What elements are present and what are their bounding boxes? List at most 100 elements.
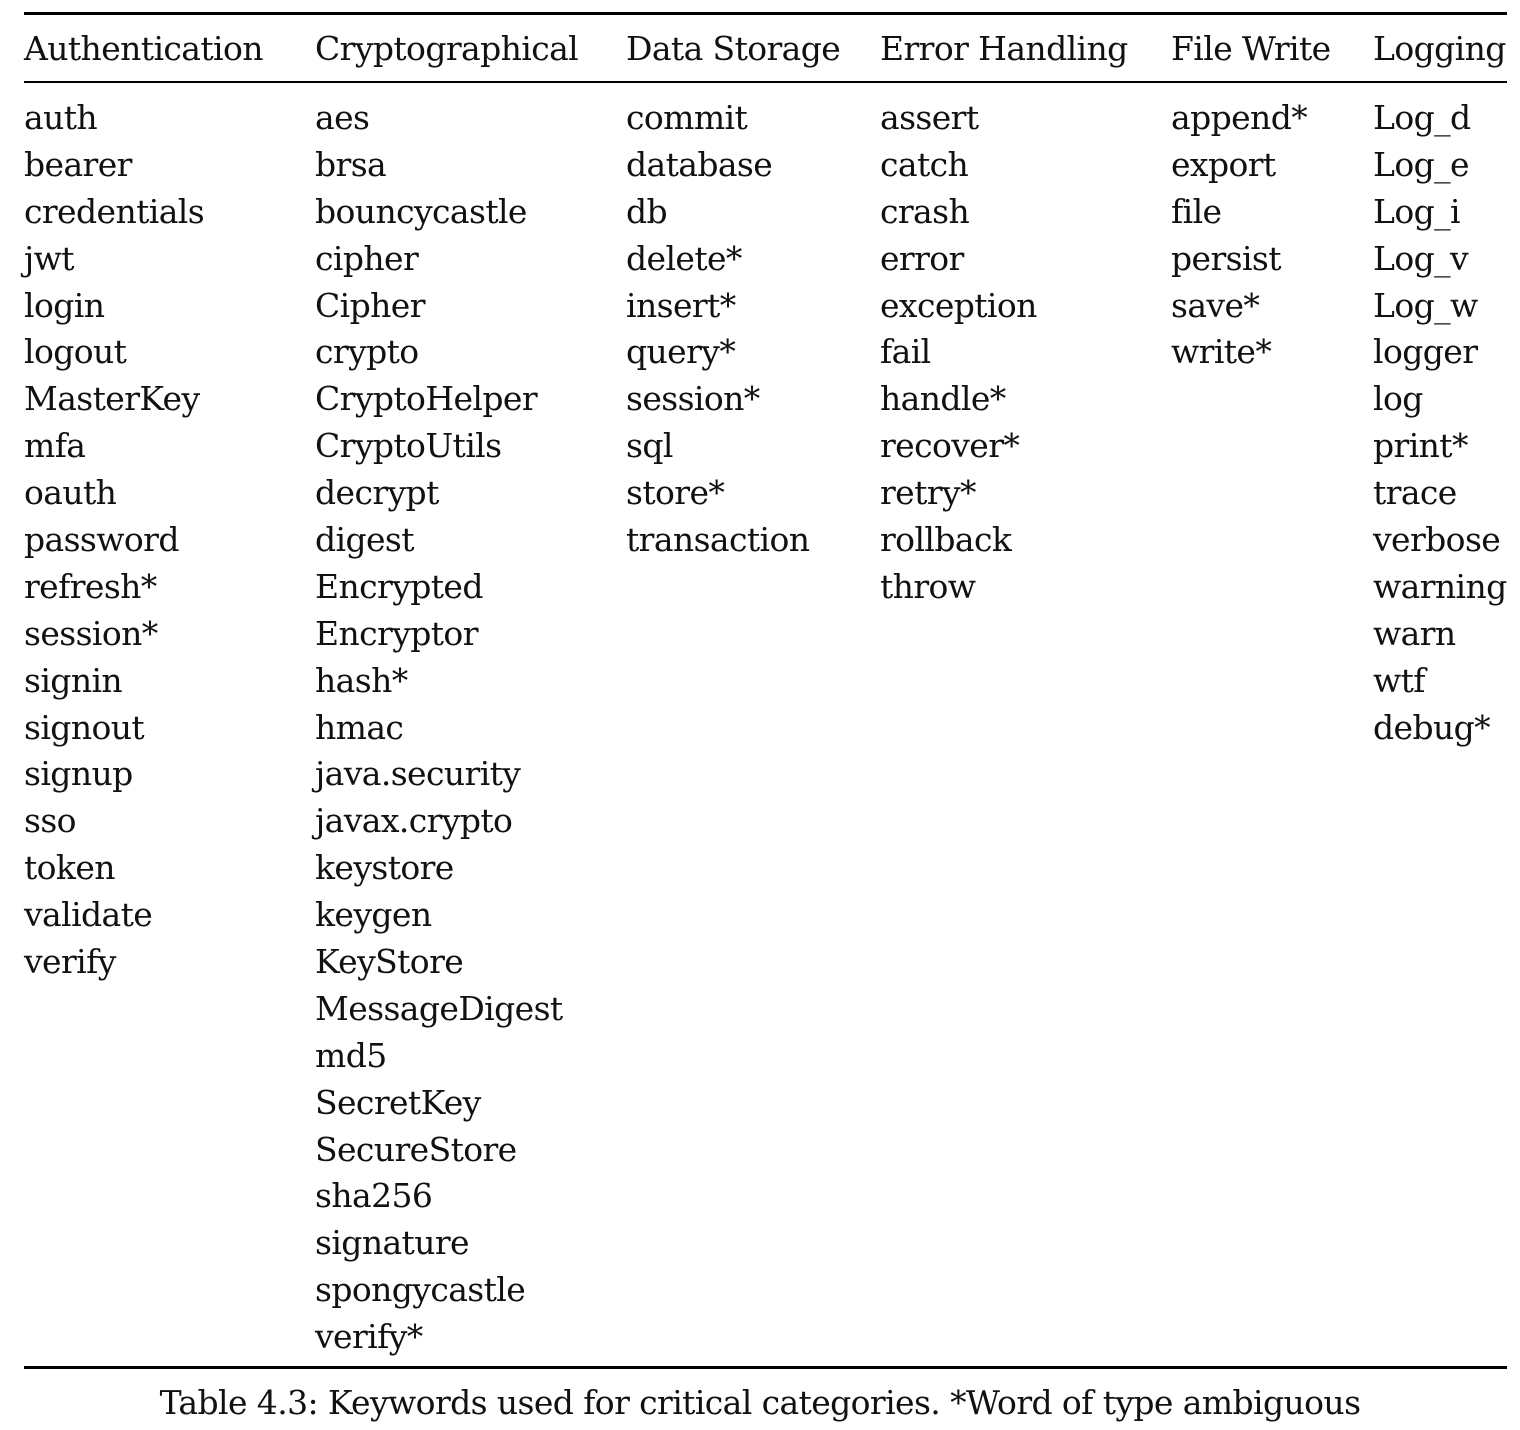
keyword-cell: rollback — [880, 520, 1012, 560]
keyword-cell: Encryptor — [315, 613, 478, 653]
header-logging: Logging — [1373, 29, 1506, 68]
column-file-write: append* export file persist save* write* — [1171, 95, 1308, 376]
keyword-cell: signin — [24, 660, 123, 700]
keyword-cell: Log_w — [1373, 285, 1478, 325]
keyword-cell: sql — [626, 426, 673, 466]
keyword-cell: Log_i — [1373, 191, 1461, 231]
column-cryptographical: aes brsa bouncycastle cipher Cipher crypto Cry… — [315, 95, 563, 1361]
keyword-cell: token — [24, 848, 116, 888]
keyword-cell: hash* — [315, 660, 408, 700]
keyword-cell: throw — [880, 566, 976, 606]
keyword-cell: insert* — [626, 285, 736, 325]
keyword-cell: refresh* — [24, 566, 157, 606]
keyword-cell: commit — [626, 98, 748, 137]
keyword-cell: keygen — [315, 895, 432, 935]
keyword-cell: oauth — [24, 473, 117, 513]
keyword-cell: SecretKey — [315, 1082, 481, 1122]
keyword-cell: signup — [24, 754, 133, 794]
keyword-cell: save* — [1171, 285, 1260, 325]
keyword-cell: verify* — [315, 1317, 423, 1357]
keyword-cell: Encrypted — [315, 566, 483, 606]
keyword-cell: MasterKey — [24, 379, 200, 419]
keyword-cell: debug* — [1373, 707, 1491, 747]
keyword-cell: javax.crypto — [315, 801, 513, 841]
keyword-cell: delete* — [626, 238, 742, 278]
keyword-cell: assert — [880, 98, 979, 137]
keyword-cell: db — [626, 191, 668, 231]
keyword-cell: md5 — [315, 1035, 387, 1075]
header-authentication: Authentication — [24, 29, 264, 68]
table-top-rule — [24, 12, 1507, 15]
keyword-cell: validate — [24, 895, 153, 935]
keyword-cell: keystore — [315, 848, 454, 888]
header-error-handling: Error Handling — [880, 29, 1128, 68]
keyword-cell: CryptoUtils — [315, 426, 502, 466]
keyword-cell: crash — [880, 191, 970, 231]
keyword-table: Authentication Cryptographical Data Stor… — [24, 12, 1507, 1369]
keyword-cell: warning — [1373, 566, 1507, 606]
keyword-cell: login — [24, 285, 105, 325]
keyword-cell: jwt — [24, 238, 75, 278]
keyword-cell: cipher — [315, 238, 419, 278]
keyword-cell: CryptoHelper — [315, 379, 538, 419]
table-bottom-rule — [24, 1366, 1507, 1369]
keyword-cell: session* — [24, 613, 158, 653]
keyword-cell: file — [1171, 191, 1222, 231]
keyword-cell: logout — [24, 332, 127, 372]
keyword-cell: sha256 — [315, 1176, 433, 1216]
keyword-cell: MessageDigest — [315, 988, 563, 1028]
keyword-cell: Log_d — [1373, 98, 1471, 137]
keyword-cell: crypto — [315, 332, 419, 372]
header-cryptographical: Cryptographical — [315, 29, 579, 68]
keyword-cell: mfa — [24, 426, 86, 466]
keyword-cell: spongycastle — [315, 1270, 526, 1310]
header-data-storage: Data Storage — [626, 29, 841, 68]
keyword-cell: trace — [1373, 473, 1457, 513]
table-body: auth bearer credentials jwt login logout Maste… — [24, 83, 1507, 1366]
header-file-write: File Write — [1171, 29, 1331, 68]
keyword-cell: exception — [880, 285, 1037, 325]
keyword-cell: bouncycastle — [315, 191, 527, 231]
keyword-cell: signout — [24, 707, 145, 747]
keyword-cell: decrypt — [315, 473, 439, 513]
keyword-cell: logger — [1373, 332, 1478, 372]
keyword-cell: bearer — [24, 144, 132, 184]
table-caption: Table 4.3: Keywords used for critical ca… — [159, 1383, 1361, 1422]
keyword-cell: handle* — [880, 379, 1006, 419]
keyword-cell: password — [24, 520, 179, 560]
keyword-cell: session* — [626, 379, 760, 419]
keyword-cell: warn — [1373, 613, 1456, 653]
keyword-cell: persist — [1171, 238, 1282, 278]
keyword-cell: recover* — [880, 426, 1020, 466]
keyword-cell: brsa — [315, 144, 387, 184]
keyword-cell: print* — [1373, 426, 1468, 466]
keyword-cell: store* — [626, 473, 725, 513]
column-error-handling: assert catch crash error exception fail handle… — [880, 95, 1037, 611]
keyword-cell: credentials — [24, 191, 205, 231]
keyword-cell: write* — [1171, 332, 1272, 372]
keyword-cell: fail — [880, 332, 931, 372]
keyword-cell: KeyStore — [315, 942, 464, 982]
table-header-row: Authentication Cryptographical Data Stor… — [24, 15, 1507, 81]
column-data-storage: commit database db delete* insert* query* sess… — [626, 95, 810, 564]
keyword-cell: export — [1171, 144, 1276, 184]
keyword-cell: aes — [315, 98, 370, 137]
keyword-cell: Log_v — [1373, 238, 1469, 278]
column-authentication: auth bearer credentials jwt login logout Maste… — [24, 95, 205, 986]
keyword-cell: database — [626, 144, 773, 184]
keyword-cell: digest — [315, 520, 415, 560]
keyword-cell: wtf — [1373, 660, 1426, 700]
keyword-cell: auth — [24, 98, 98, 137]
keyword-cell: query* — [626, 332, 736, 372]
keyword-cell: verify — [24, 942, 116, 982]
keyword-cell: catch — [880, 144, 969, 184]
keyword-cell: Cipher — [315, 285, 425, 325]
keyword-cell: hmac — [315, 707, 404, 747]
keyword-cell: retry* — [880, 473, 976, 513]
keyword-cell: sso — [24, 801, 77, 841]
keyword-cell: Log_e — [1373, 144, 1470, 184]
keyword-cell: signature — [315, 1223, 470, 1263]
keyword-cell: java.security — [315, 754, 521, 794]
keyword-cell: log — [1373, 379, 1423, 419]
